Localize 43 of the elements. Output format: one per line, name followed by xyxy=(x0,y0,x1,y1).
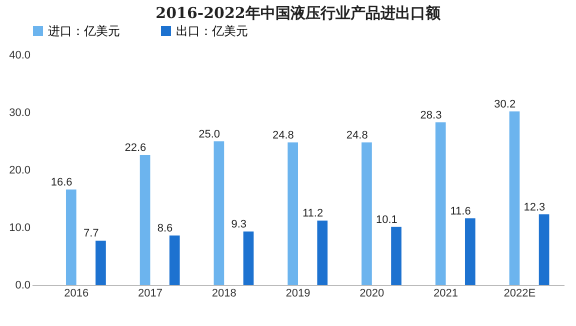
y-tick-label: 30.0 xyxy=(9,107,30,119)
chart-title: 2016-2022年中国液压行业产品进出口额 xyxy=(156,4,442,22)
x-tick-label: 2022E xyxy=(504,288,536,300)
bar xyxy=(317,220,328,285)
x-tick-label: 2019 xyxy=(286,288,310,300)
data-label: 30.2 xyxy=(494,98,516,110)
bar xyxy=(538,214,550,285)
y-tick-label: 40.0 xyxy=(9,50,30,62)
bar xyxy=(66,190,76,285)
bar xyxy=(169,236,180,285)
bar xyxy=(243,232,254,285)
data-label: 11.6 xyxy=(450,205,471,218)
data-label: 25.0 xyxy=(198,128,220,140)
y-tick-label: 20.0 xyxy=(9,164,30,176)
x-tick-label: 2016 xyxy=(64,288,89,300)
bar xyxy=(509,111,520,285)
data-label: 9.3 xyxy=(231,218,247,231)
bar xyxy=(214,141,224,285)
x-tick-label: 2020 xyxy=(360,288,384,300)
data-label: 16.6 xyxy=(50,176,72,189)
bar xyxy=(96,240,106,285)
data-label: 22.6 xyxy=(124,142,146,154)
data-label: 12.3 xyxy=(524,201,546,214)
data-label: 10.1 xyxy=(376,214,398,226)
bar xyxy=(288,142,298,285)
x-tick-label: 2018 xyxy=(212,288,236,300)
data-label: 8.6 xyxy=(157,222,173,235)
data-label: 28.3 xyxy=(420,109,442,122)
data-label: 11.2 xyxy=(302,208,324,220)
bar xyxy=(464,218,476,285)
data-label: 24.8 xyxy=(272,129,294,142)
data-label: 24.8 xyxy=(346,129,368,142)
legend-label: 进口：亿美元 xyxy=(48,24,120,38)
legend-label: 出口：亿美元 xyxy=(176,24,248,38)
x-tick-label: 2017 xyxy=(138,288,162,300)
y-tick-label: 10.0 xyxy=(9,222,30,234)
bar xyxy=(435,122,446,285)
y-tick-label: 0.0 xyxy=(15,280,30,292)
bar xyxy=(140,155,150,285)
x-tick-label: 2021 xyxy=(434,288,458,300)
data-label: 7.7 xyxy=(83,228,99,240)
bar xyxy=(391,226,402,285)
bar xyxy=(362,142,372,285)
